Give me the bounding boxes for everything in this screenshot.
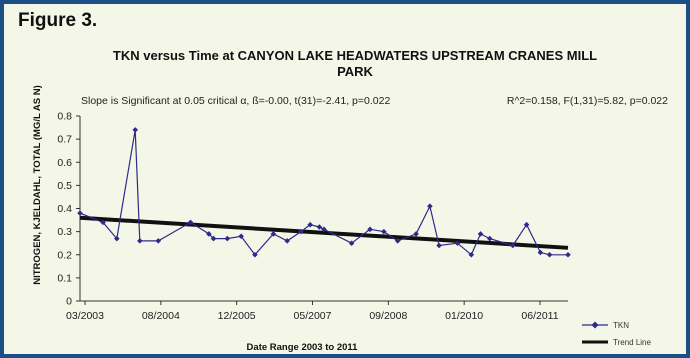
tkn-data-point — [77, 210, 83, 216]
tkn-data-point — [394, 238, 401, 244]
x-tick-label: 05/2007 — [294, 310, 332, 322]
tkn-data-point — [509, 242, 516, 249]
tkn-data-point — [132, 127, 139, 133]
tkn-data-point — [137, 238, 143, 244]
tkn-data-point — [187, 219, 194, 226]
tkn-data-point — [413, 231, 419, 237]
tkn-data-point — [454, 240, 461, 246]
tkn-data-point — [367, 226, 373, 233]
tkn-data-point — [537, 249, 544, 256]
tkn-data-point — [210, 235, 217, 242]
tkn-data-point — [321, 226, 327, 233]
tkn-data-point — [316, 224, 323, 230]
tkn-data-point — [298, 228, 304, 235]
x-tick-label: 09/2008 — [369, 310, 407, 322]
y-ticks: 0 0.1 0.2 0.3 0.4 0.5 0.6 0.7 0.8 — [57, 111, 80, 308]
x-tick-label: 08/2004 — [142, 310, 180, 322]
y-tick-label: 0.3 — [57, 226, 72, 238]
y-axis-label: NITROGEN, KJELDAHL, TOTAL (MG/L AS N) — [32, 85, 43, 285]
tkn-data-point — [477, 231, 484, 237]
x-tick-label: 06/2011 — [521, 310, 558, 322]
tkn-data-point — [238, 233, 244, 240]
tkn-data-point — [206, 231, 212, 237]
tkn-data-point — [270, 231, 277, 237]
tkn-data-point — [284, 238, 290, 244]
y-tick-label: 0.6 — [57, 157, 72, 169]
tkn-data-point — [523, 221, 530, 228]
tkn-data-point — [486, 235, 493, 242]
x-tick-label: 01/2010 — [445, 310, 483, 322]
x-axis-label: Date Range 2003 to 2011 — [247, 342, 359, 353]
x-tick-label: 03/2003 — [66, 310, 104, 322]
tkn-data-point — [114, 235, 120, 242]
x-ticks: 03/2003 08/2004 12/2005 05/2007 09/2008 01/20… — [66, 301, 559, 322]
tkn-data-point — [427, 203, 433, 209]
y-tick-label: 0.8 — [57, 111, 72, 123]
tkn-data-point — [468, 251, 475, 258]
chart-title-line2: PARK — [337, 64, 373, 79]
regression-annotation: R^2=0.158, F(1,31)=5.82, p=0.022 — [507, 95, 668, 107]
trend-line — [79, 215, 569, 250]
tkn-data-point — [436, 242, 442, 249]
tkn-data-point — [252, 251, 258, 258]
y-tick-label: 0.4 — [57, 203, 72, 215]
legend: TKN Trend Line — [582, 321, 652, 347]
x-tick-label: 12/2005 — [218, 310, 256, 322]
legend-tkn-label: TKN — [613, 321, 629, 330]
y-tick-label: 0 — [66, 296, 72, 308]
legend-trend-label: Trend Line — [613, 338, 652, 347]
tkn-data-point — [224, 235, 231, 242]
tkn-data-point — [307, 221, 313, 228]
plot-area — [77, 127, 571, 258]
figure-label: Figure 3. — [18, 10, 98, 31]
tkn-data-point — [381, 228, 387, 235]
y-tick-label: 0.1 — [57, 272, 72, 284]
tkn-data-point — [100, 219, 106, 226]
y-tick-label: 0.5 — [57, 180, 72, 192]
chart-title-line1: TKN versus Time at CANYON LAKE HEADWATER… — [113, 48, 597, 63]
tkn-data-point — [565, 251, 571, 258]
tkn-data-point — [155, 238, 162, 244]
y-tick-label: 0.2 — [57, 249, 72, 261]
y-tick-label: 0.7 — [57, 134, 72, 146]
tkn-series-line — [79, 129, 568, 256]
slope-annotation: Slope is Significant at 0.05 critical α,… — [81, 95, 390, 107]
tkn-data-point — [348, 240, 355, 246]
legend-tkn-marker — [591, 321, 599, 329]
tkn-data-point — [546, 251, 553, 258]
